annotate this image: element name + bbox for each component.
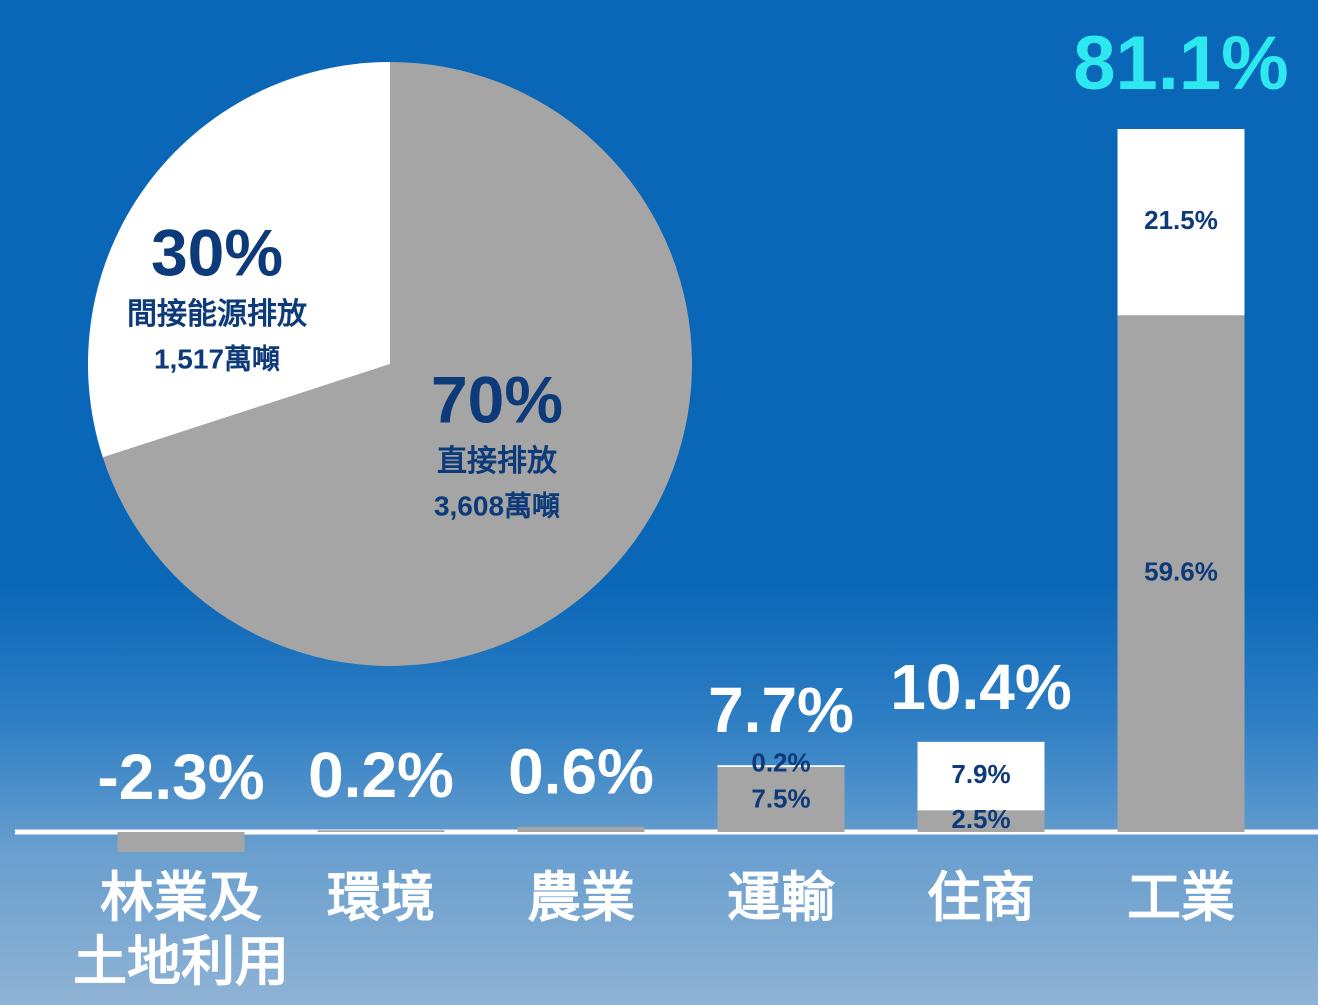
chart: 70% 直接排放 3,608萬噸 30% 間接能源排放 1,517萬噸 -2.3% 0.2% 0… bbox=[0, 0, 1318, 1005]
total-label: 0.2% bbox=[308, 739, 454, 811]
slice-name: 間接能源排放 bbox=[127, 298, 308, 331]
bar-segment bbox=[318, 830, 445, 832]
slice-name: 直接排放 bbox=[437, 445, 558, 478]
segment-label: 2.5% bbox=[951, 804, 1010, 834]
category-label: 住商 bbox=[871, 866, 1091, 930]
total-label: 10.4% bbox=[890, 651, 1071, 723]
slice-amount: 3,608萬噸 bbox=[434, 490, 560, 521]
total-label: 7.7% bbox=[708, 674, 854, 746]
bar-segment bbox=[118, 832, 245, 852]
bar-segment bbox=[518, 827, 645, 832]
total-label: 0.6% bbox=[508, 736, 654, 808]
segment-label: 7.5% bbox=[751, 784, 810, 814]
total-label: 81.1% bbox=[1073, 21, 1289, 106]
segment-label: 59.6% bbox=[1144, 557, 1218, 587]
slice-percent: 70% bbox=[431, 362, 563, 436]
segment-label: 7.9% bbox=[951, 759, 1010, 789]
category-label: 農業 bbox=[471, 866, 691, 930]
slice-amount: 1,517萬噸 bbox=[154, 343, 280, 374]
category-label: 工業 bbox=[1071, 866, 1291, 930]
category-label: 運輸 bbox=[671, 866, 891, 930]
infographic: 70% 直接排放 3,608萬噸 30% 間接能源排放 1,517萬噸 -2.3% 0.2% 0… bbox=[0, 0, 1318, 1005]
slice-percent: 30% bbox=[151, 215, 283, 289]
segment-label: 21.5% bbox=[1144, 205, 1218, 235]
category-label: 林業及 土地利用 bbox=[71, 866, 291, 994]
total-label: -2.3% bbox=[97, 741, 264, 813]
segment-label: 0.2% bbox=[751, 748, 810, 778]
category-label: 環境 bbox=[271, 866, 491, 930]
